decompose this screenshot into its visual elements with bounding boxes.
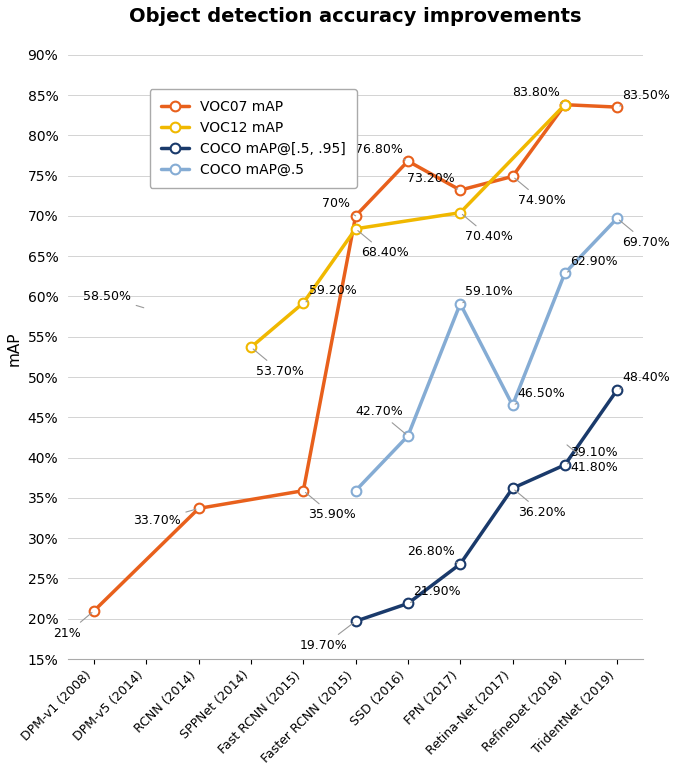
COCO mAP@.5 <box>456 299 464 308</box>
Line: VOC07 mAP: VOC07 mAP <box>89 100 622 615</box>
Text: 21%: 21% <box>53 612 92 640</box>
Text: 21.90%: 21.90% <box>411 585 461 602</box>
Text: 73.20%: 73.20% <box>407 171 458 189</box>
COCO mAP@[.5, .95] <box>404 599 412 608</box>
Text: 35.90%: 35.90% <box>306 493 356 521</box>
Text: 74.90%: 74.90% <box>515 178 566 207</box>
Text: 33.70%: 33.70% <box>132 510 196 527</box>
VOC12 mAP <box>352 224 360 233</box>
Legend: VOC07 mAP, VOC12 mAP, COCO mAP@[.5, .95], COCO mAP@.5: VOC07 mAP, VOC12 mAP, COCO mAP@[.5, .95]… <box>149 89 356 188</box>
Text: 68.40%: 68.40% <box>358 231 409 259</box>
VOC07 mAP <box>90 606 98 615</box>
VOC07 mAP <box>352 212 360 221</box>
VOC12 mAP <box>247 343 255 352</box>
Y-axis label: mAP: mAP <box>7 332 22 366</box>
Text: 62.90%: 62.90% <box>568 255 618 272</box>
COCO mAP@.5 <box>613 214 621 223</box>
Text: 83.80%: 83.80% <box>512 86 562 103</box>
Line: COCO mAP@[.5, .95]: COCO mAP@[.5, .95] <box>351 385 622 626</box>
Line: VOC12 mAP: VOC12 mAP <box>246 100 570 352</box>
Text: 83.50%: 83.50% <box>620 89 670 106</box>
COCO mAP@.5 <box>509 401 517 410</box>
VOC12 mAP <box>561 100 569 110</box>
Text: 53.70%: 53.70% <box>253 349 304 378</box>
Title: Object detection accuracy improvements: Object detection accuracy improvements <box>130 7 582 26</box>
Line: COCO mAP@.5: COCO mAP@.5 <box>351 213 622 496</box>
COCO mAP@[.5, .95] <box>456 560 464 569</box>
VOC07 mAP <box>509 172 517 181</box>
Text: 48.40%: 48.40% <box>620 371 670 389</box>
Text: 70.40%: 70.40% <box>462 215 513 243</box>
COCO mAP@[.5, .95] <box>352 617 360 626</box>
Text: 39.10%: 39.10% <box>568 446 618 464</box>
VOC07 mAP <box>404 157 412 166</box>
Text: 69.70%: 69.70% <box>619 220 670 249</box>
Text: 58.50%: 58.50% <box>83 290 144 308</box>
Text: 42.70%: 42.70% <box>355 405 406 434</box>
Text: 26.80%: 26.80% <box>407 545 458 563</box>
COCO mAP@.5 <box>404 432 412 441</box>
VOC07 mAP <box>299 486 308 496</box>
Text: 36.20%: 36.20% <box>515 490 566 519</box>
Text: 59.20%: 59.20% <box>306 284 356 302</box>
Text: 46.50%: 46.50% <box>515 387 566 405</box>
COCO mAP@.5 <box>352 486 360 496</box>
Text: 19.70%: 19.70% <box>300 623 354 652</box>
VOC07 mAP <box>195 504 203 513</box>
VOC07 mAP <box>613 103 621 112</box>
VOC07 mAP <box>456 185 464 195</box>
Text: 70%: 70% <box>323 198 356 216</box>
VOC07 mAP <box>561 100 569 110</box>
VOC12 mAP <box>456 208 464 217</box>
Text: 59.10%: 59.10% <box>463 285 513 303</box>
COCO mAP@.5 <box>561 269 569 278</box>
COCO mAP@[.5, .95] <box>613 385 621 394</box>
VOC12 mAP <box>299 298 308 307</box>
COCO mAP@[.5, .95] <box>561 460 569 469</box>
Text: 41.80%: 41.80% <box>567 445 618 474</box>
COCO mAP@[.5, .95] <box>509 483 517 493</box>
Text: 76.80%: 76.80% <box>355 143 405 160</box>
